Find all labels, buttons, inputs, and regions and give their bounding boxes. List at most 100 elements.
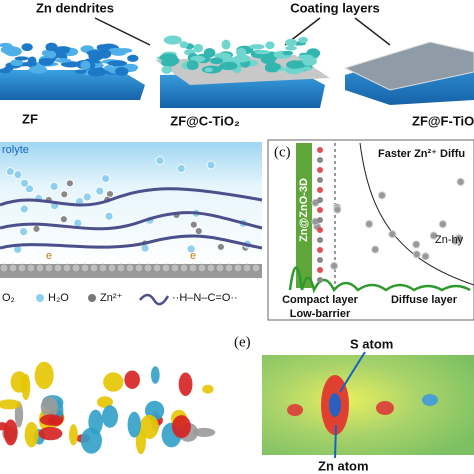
dendrite: [163, 35, 182, 45]
zn-zno-layer: [296, 143, 312, 288]
density-lobe: [97, 396, 113, 408]
density-lobe: [21, 373, 31, 401]
annotation: Zn-hy: [435, 234, 464, 246]
dendrite: [193, 43, 204, 53]
zn-atom: [8, 263, 18, 273]
dendrite: [25, 60, 37, 68]
zn-atom: [89, 263, 99, 273]
dendrite: [86, 50, 104, 56]
zn-ion: [66, 179, 74, 188]
panel-label: (e): [234, 334, 251, 350]
zn-atom: [62, 263, 72, 273]
density-lobe: [172, 415, 191, 439]
zn-ion: [189, 220, 198, 229]
water: [49, 181, 59, 191]
interface-ion: [317, 167, 323, 173]
zn-ion: [32, 224, 41, 233]
dendrite: [298, 36, 308, 44]
hotspot: [376, 401, 394, 415]
water: [206, 160, 216, 170]
dendrite: [159, 53, 178, 62]
ion: [365, 220, 374, 229]
coating: [155, 55, 330, 85]
dendrite: [107, 60, 128, 67]
electron: e: [190, 250, 196, 262]
dendrite: [41, 50, 51, 57]
polymer-chain: [0, 211, 263, 231]
interface-ion: [317, 147, 323, 153]
dendrite: [10, 59, 24, 67]
water: [95, 186, 105, 196]
ion: [438, 220, 447, 229]
hotspot: [287, 404, 303, 416]
zn-atom: [143, 263, 153, 273]
ion: [388, 230, 397, 239]
density-lobe: [193, 427, 216, 437]
interface-ion: [317, 177, 323, 183]
dendrites: [0, 42, 139, 77]
density-lobe: [80, 427, 102, 454]
dendrite: [127, 54, 139, 62]
top-panel: Zn dendrites Coating layers ZF ZF@C-TiO₂…: [0, 0, 474, 128]
zn-atom: [251, 263, 261, 273]
water: [140, 243, 150, 253]
density-lobe: [202, 384, 214, 394]
zn-atom: [107, 263, 117, 273]
dendrite: [80, 60, 91, 70]
dendrite: [4, 65, 14, 72]
dendrite: [234, 54, 251, 63]
density-lobe: [0, 399, 22, 410]
molecules: [5, 156, 252, 254]
density-lobe: [38, 426, 63, 441]
layer-label: Compact layer: [282, 294, 359, 306]
density-lobe: [24, 421, 39, 448]
zn-atom: [179, 263, 189, 273]
dendrite: [52, 46, 71, 51]
zn-atom: [134, 263, 144, 273]
coating: [343, 41, 474, 91]
density-lobe: [139, 414, 159, 439]
interface-ion: [317, 217, 323, 223]
dendrite: [285, 45, 297, 51]
density-lobe: [150, 366, 160, 384]
interface-ion: [317, 257, 323, 263]
polymer-chain: [0, 234, 263, 250]
dendrite: [265, 41, 275, 50]
zn-atom: [233, 263, 243, 273]
heading: Coating layers: [290, 0, 380, 15]
zn-atom: [188, 263, 198, 273]
dendrite: [55, 58, 72, 63]
legend-icon: [139, 293, 170, 306]
interface-ion: [317, 267, 323, 273]
density-lobe: [34, 361, 54, 390]
density-lobe: [103, 372, 124, 392]
zn-atom: [35, 263, 45, 273]
zn-atom: [53, 263, 63, 273]
heading: Zn dendrites: [36, 0, 114, 15]
zn-atom: [206, 263, 216, 273]
interface-ion: [317, 157, 323, 163]
zn-atom: [26, 263, 36, 273]
interface-ion: [317, 207, 323, 213]
pointer: [94, 17, 151, 46]
surface-atoms: [0, 263, 261, 273]
interface-ion: [317, 187, 323, 193]
ion: [455, 234, 464, 243]
dendrite: [21, 43, 33, 52]
water: [101, 174, 111, 183]
layer-label: Low-barrier: [290, 308, 351, 320]
dendrite: [249, 43, 265, 50]
zn-atom: [71, 263, 81, 273]
charge-density-structure: [0, 361, 216, 455]
ion: [456, 177, 465, 186]
pointer: [354, 17, 391, 46]
dendrite: [204, 67, 213, 73]
density-lobe: [124, 370, 140, 389]
dendrite: [179, 41, 189, 49]
legend-label: ··H–N–C=O··: [172, 292, 238, 304]
water: [155, 156, 165, 165]
dendrite: [38, 57, 54, 66]
density-lobe: [39, 414, 63, 426]
zn-atom: [116, 263, 126, 273]
